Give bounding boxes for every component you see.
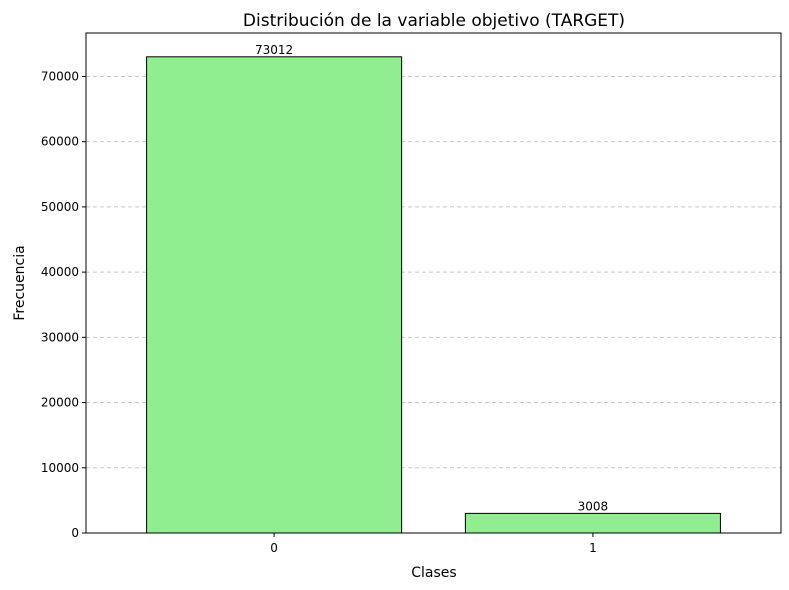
y-tick-label: 10000: [41, 461, 79, 475]
y-tick-label: 20000: [41, 396, 79, 410]
y-tick-label: 40000: [41, 265, 79, 279]
bar-value-label: 3008: [578, 499, 609, 513]
data-labels: 73012 3008: [255, 43, 608, 514]
y-tick-label: 30000: [41, 330, 79, 344]
y-tick-label: 60000: [41, 135, 79, 149]
x-axis-label: Clases: [411, 565, 456, 581]
y-axis-label: Frecuencia: [12, 245, 28, 320]
y-tick-label: 0: [71, 526, 79, 540]
y-tick-label: 50000: [41, 200, 79, 214]
plot-frame: [85, 32, 782, 534]
bar-1: [464, 512, 721, 534]
x-tick-label: 1: [589, 541, 597, 555]
y-axis: 0 10000 20000 30000 40000 50000 60000 70000: [41, 69, 86, 540]
bar-value-label: 73012: [255, 43, 293, 57]
bars: [146, 56, 721, 534]
chart-title: Distribución de la variable objetivo (TA…: [243, 11, 625, 31]
y-tick-label: 70000: [41, 69, 79, 83]
x-tick-label: 0: [270, 541, 278, 555]
bar-0: [146, 56, 403, 534]
